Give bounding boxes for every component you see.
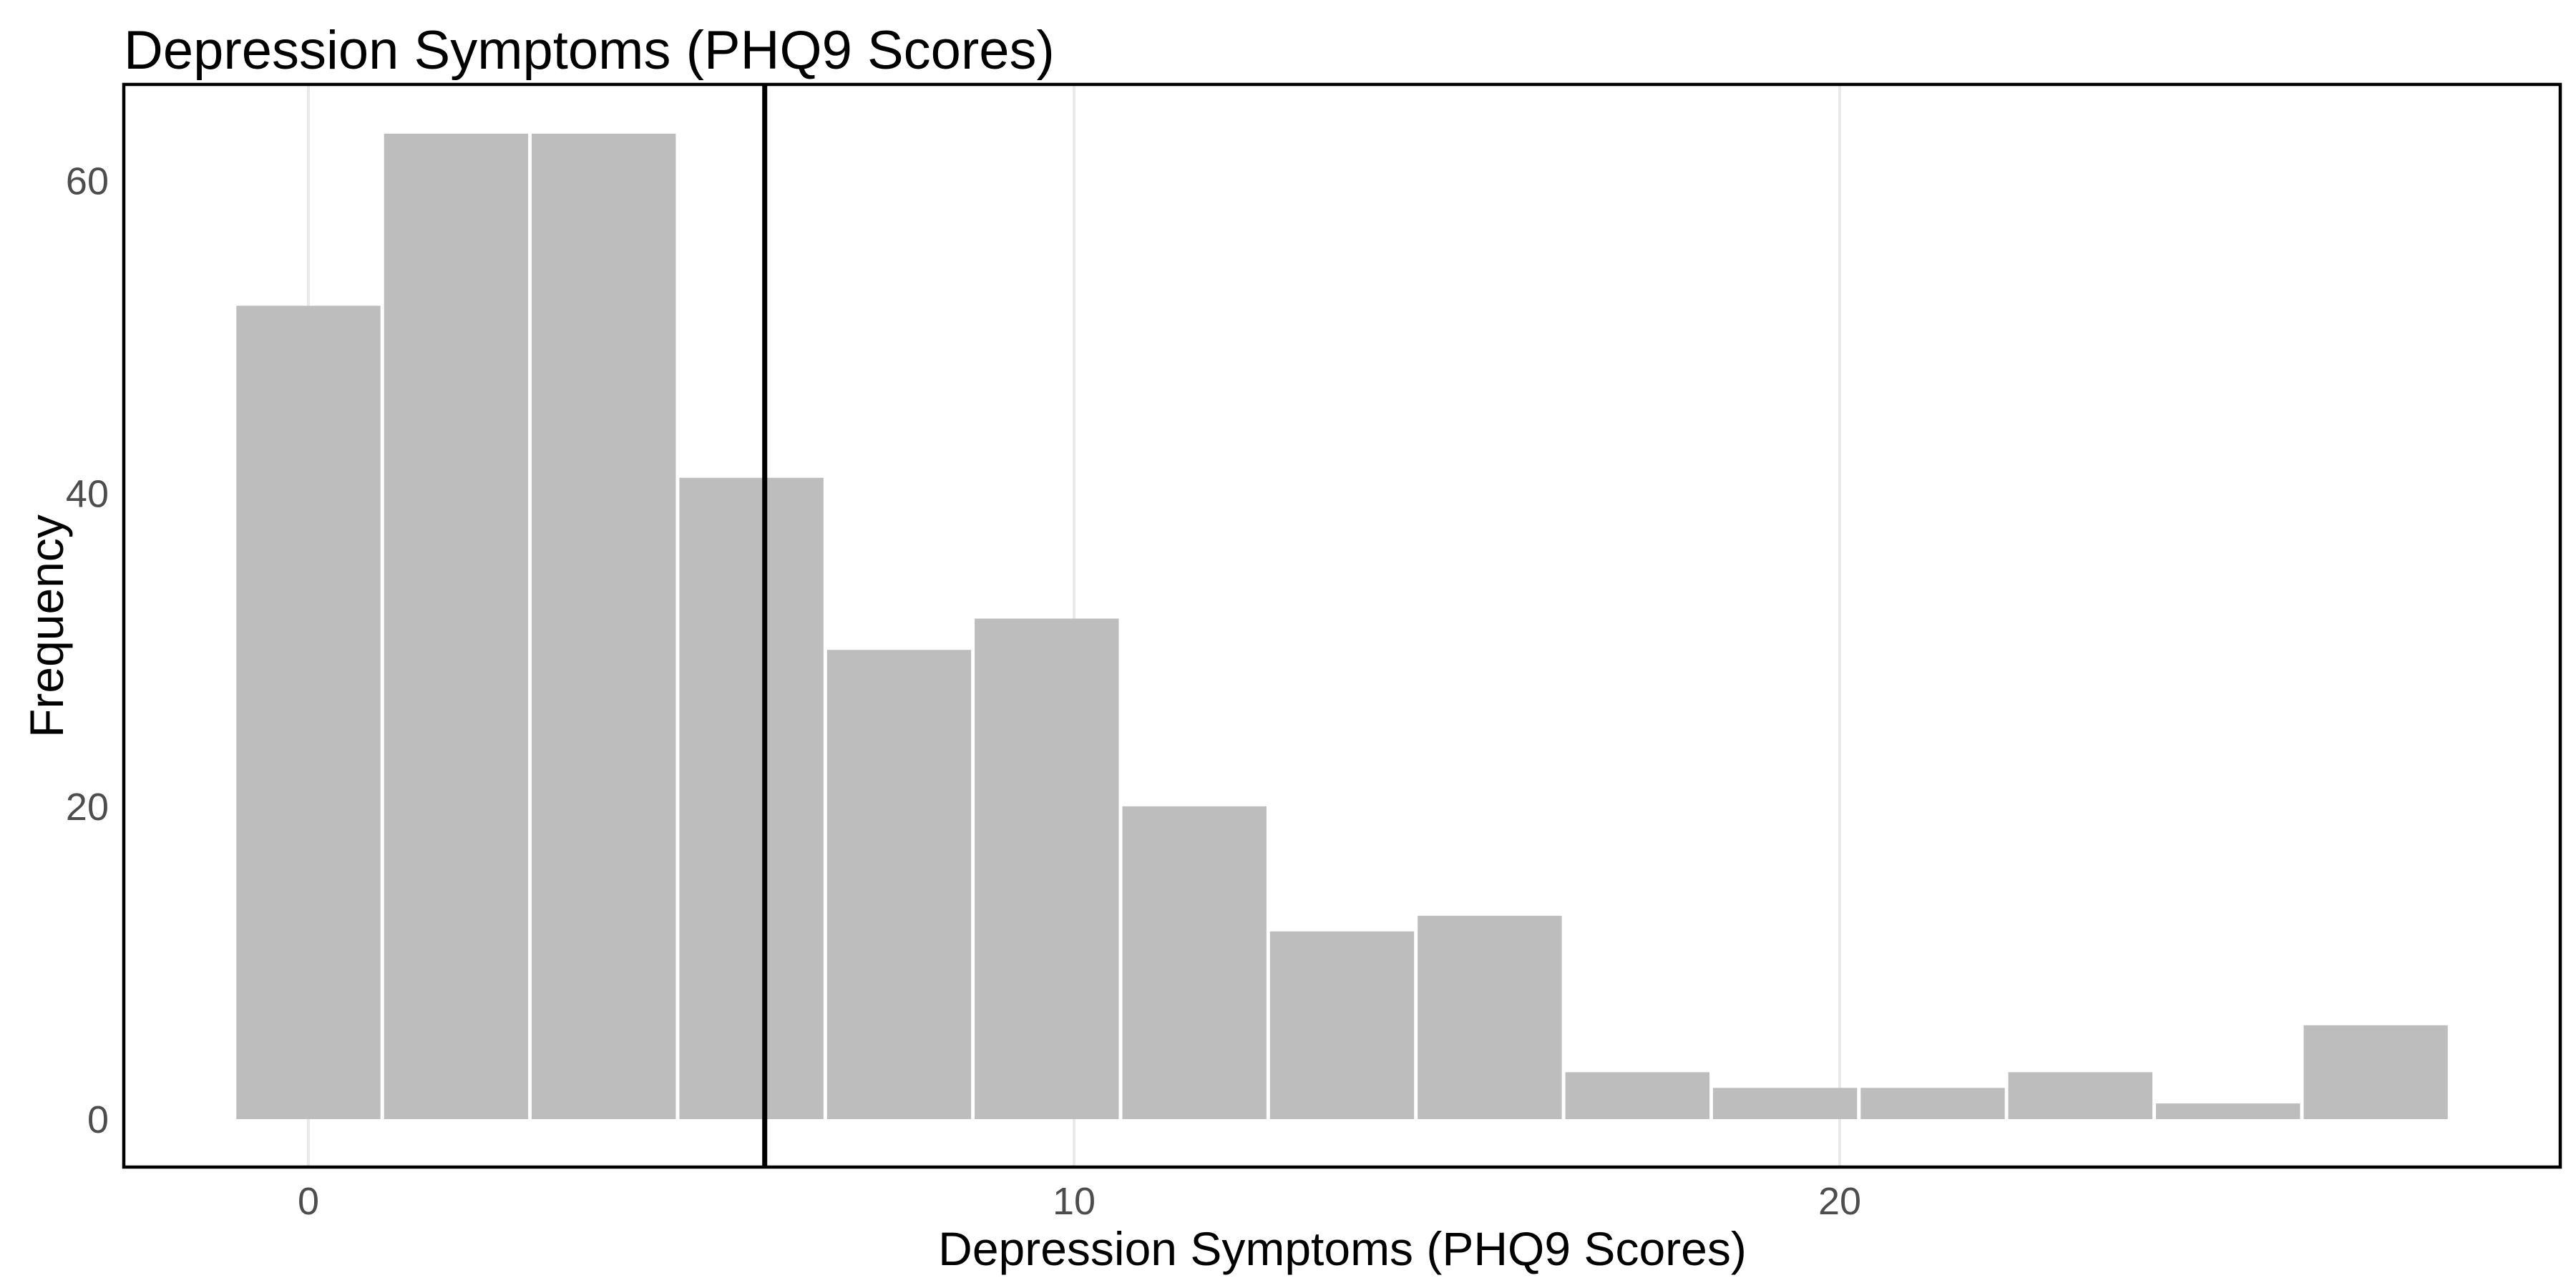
x-tick-label: 10 [1053, 1180, 1096, 1223]
histogram-bars [236, 133, 2448, 1119]
y-axis-tick-labels: 0 20 40 60 [66, 160, 109, 1141]
histogram-bar [1565, 1072, 1709, 1119]
histogram-bar [1712, 1088, 1858, 1119]
histogram-bar [1860, 1088, 2005, 1119]
histogram-bar [2008, 1072, 2152, 1119]
x-tick-label: 0 [298, 1180, 319, 1223]
histogram-bar [975, 618, 1119, 1119]
y-tick-label: 60 [66, 160, 109, 203]
x-axis-title: Depression Symptoms (PHQ9 Scores) [938, 1222, 1747, 1275]
histogram-bar [1418, 915, 1562, 1119]
histogram-bar [1269, 931, 1415, 1119]
histogram-bar [236, 306, 381, 1119]
x-tick-label: 20 [1818, 1180, 1861, 1223]
x-axis-tick-labels: 0 10 20 [298, 1180, 1861, 1223]
y-tick-label: 20 [66, 786, 109, 829]
histogram-bar [679, 477, 824, 1119]
panel-border [122, 82, 2562, 1169]
y-tick-label: 40 [66, 473, 109, 516]
y-tick-label: 0 [87, 1098, 109, 1141]
histogram-bar [2303, 1025, 2448, 1119]
y-axis-title: Frequency [20, 514, 73, 738]
histogram-bar [2156, 1103, 2301, 1119]
histogram-bar [384, 133, 529, 1119]
histogram-bar [826, 650, 972, 1119]
histogram-bar [1122, 806, 1267, 1119]
chart-title: Depression Symptoms (PHQ9 Scores) [124, 20, 1055, 81]
histogram-bar [532, 133, 676, 1119]
